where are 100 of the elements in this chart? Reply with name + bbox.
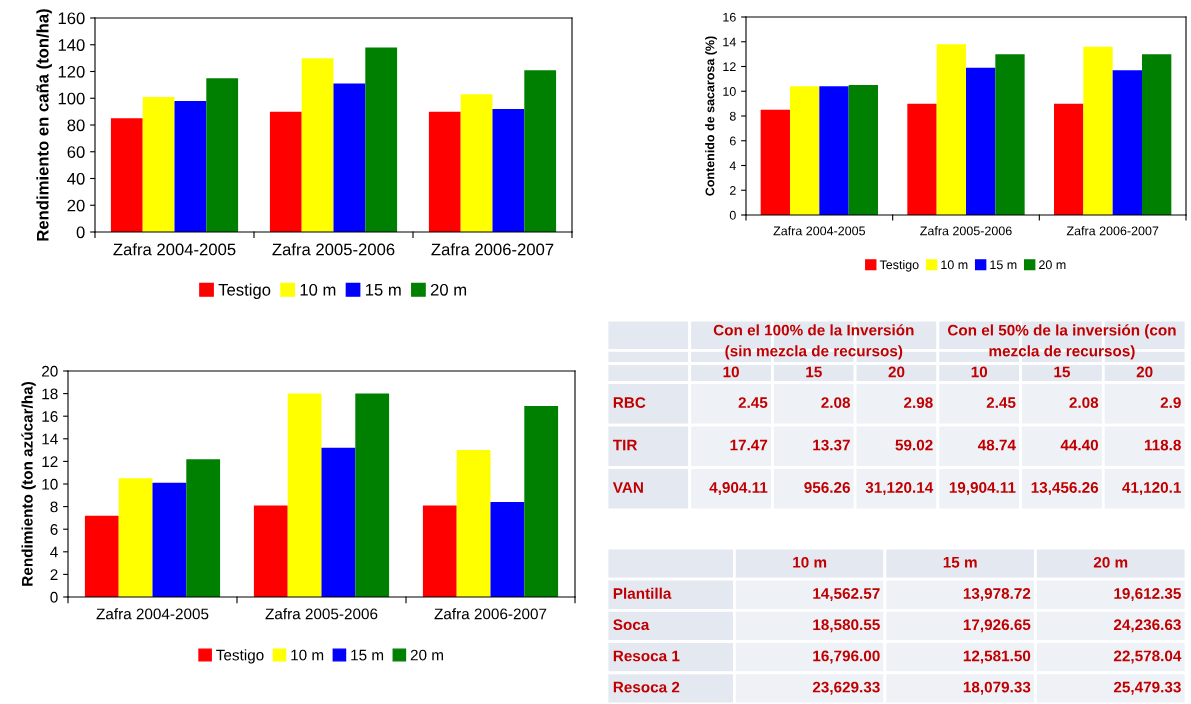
text: 2.45 [986,397,1016,409]
y-tick-label: 14 [723,37,736,47]
text: 18,580.55 [813,619,880,633]
x-tick-label: Zafra 2006-2007 [431,243,554,256]
y-tick-label: 10 [723,87,736,96]
bar [321,447,356,597]
bar [819,86,849,215]
bar [492,108,525,232]
legend-label: 15 m [365,284,401,296]
legend-label: Testigo [879,259,919,272]
bar [524,70,557,232]
bar [355,393,390,597]
bar [333,83,366,232]
y-tick-label: 140 [58,39,85,51]
bar [966,67,996,215]
y-tick-label: 14 [42,433,58,445]
bar [1083,46,1113,215]
x-tick-label: Zafra 2004-2005 [96,608,209,620]
bar [110,118,143,232]
bar [253,505,288,597]
y-tick-label: 0 [50,591,58,603]
bar [428,111,461,232]
text: 4,904.11 [709,482,768,496]
bar [524,406,559,597]
text: 18,079.33 [963,681,1031,695]
bar [174,100,207,232]
x-tick-label: Zafra 2006-2007 [1066,226,1159,236]
y-tick-label: 4 [729,161,736,171]
text: 16,796.00 [813,650,880,664]
text: 13,456.26 [1031,482,1099,496]
category-label: 15 m [943,557,977,568]
y-tick-label: 0 [729,210,736,220]
y-tick-label: 18 [42,388,58,400]
text: 2.45 [738,397,768,409]
bar [84,515,119,597]
text: 2.9 [1160,397,1181,409]
bar [142,96,175,232]
category-label: RBC [613,397,646,409]
bar [269,111,302,232]
y-tick-label: 2 [50,569,58,580]
y-tick-label: 40 [67,172,85,185]
text: 13.37 [813,439,850,451]
y-axis-title: Rendimiento (ton azúcar/ha) [21,382,36,586]
text: 22,578.04 [1113,650,1182,664]
legend-label: Testigo [216,649,264,664]
legend-label: 20 m [1039,260,1066,270]
legend-label: 20 m [410,649,443,661]
y-tick-label: 6 [729,136,736,146]
y-tick-label: 20 [42,365,58,377]
text: 2.98 [904,397,933,409]
text: 31,120.14 [865,482,934,496]
text: 17,926.65 [963,619,1031,633]
bar [1054,103,1084,215]
legend-label: 10 m [291,649,324,661]
bar [186,459,221,597]
bar [1112,70,1142,215]
bar [907,103,937,215]
bar [1142,54,1172,215]
category-label: 20 [1136,366,1153,378]
text: 41,120.1 [1122,482,1181,496]
category-label: VAN [612,482,643,493]
text: 14,562.57 [813,588,880,602]
bar [365,47,398,232]
text: 118.8 [1144,439,1181,451]
category-label: TIR [612,439,638,451]
y-tick-label: 10 [42,478,58,490]
category-label: Plantilla [613,587,672,599]
category-label: 10 [971,366,988,378]
x-tick-label: Zafra 2005-2006 [265,608,378,620]
legend-label: 10 m [941,260,968,270]
x-tick-label: Zafra 2005-2006 [272,243,395,256]
x-tick-label: Zafra 2004-2005 [113,243,236,256]
text: 48.74 [977,439,1016,451]
category-label: 20 [888,366,905,378]
text: 19,612.35 [1114,588,1181,602]
bar [760,109,790,215]
bar [152,482,187,597]
bar [848,85,878,215]
category-label: Soca [613,619,650,631]
legend-label: 15 m [351,649,384,661]
category-label: 10 m [793,556,827,568]
y-tick-label: 8 [729,111,736,121]
y-tick-label: 60 [67,146,85,158]
bar [460,94,493,232]
text: 24,236.63 [1113,619,1181,633]
y-axis-title: Rendimiento en caña (ton/ha) [36,9,52,241]
y-tick-label: 4 [50,546,58,558]
y-axis-title: Contenido de sacarosa (%) [705,36,717,196]
text: Con el 100% de la Inversión (sin mezcla de recursos) [713,324,914,360]
bar [206,78,239,232]
text: 19,904.11 [949,482,1016,496]
legend-label: 10 m [300,283,336,296]
bar [118,478,153,597]
text: 12,581.50 [963,650,1031,664]
category-label: 15 [1054,366,1070,378]
legend-label: 15 m [990,260,1017,270]
x-tick-label: Zafra 2005-2006 [920,226,1012,236]
text: 25,479.33 [1113,681,1181,695]
y-tick-label: 20 [67,199,85,212]
text: 956.26 [804,482,850,493]
